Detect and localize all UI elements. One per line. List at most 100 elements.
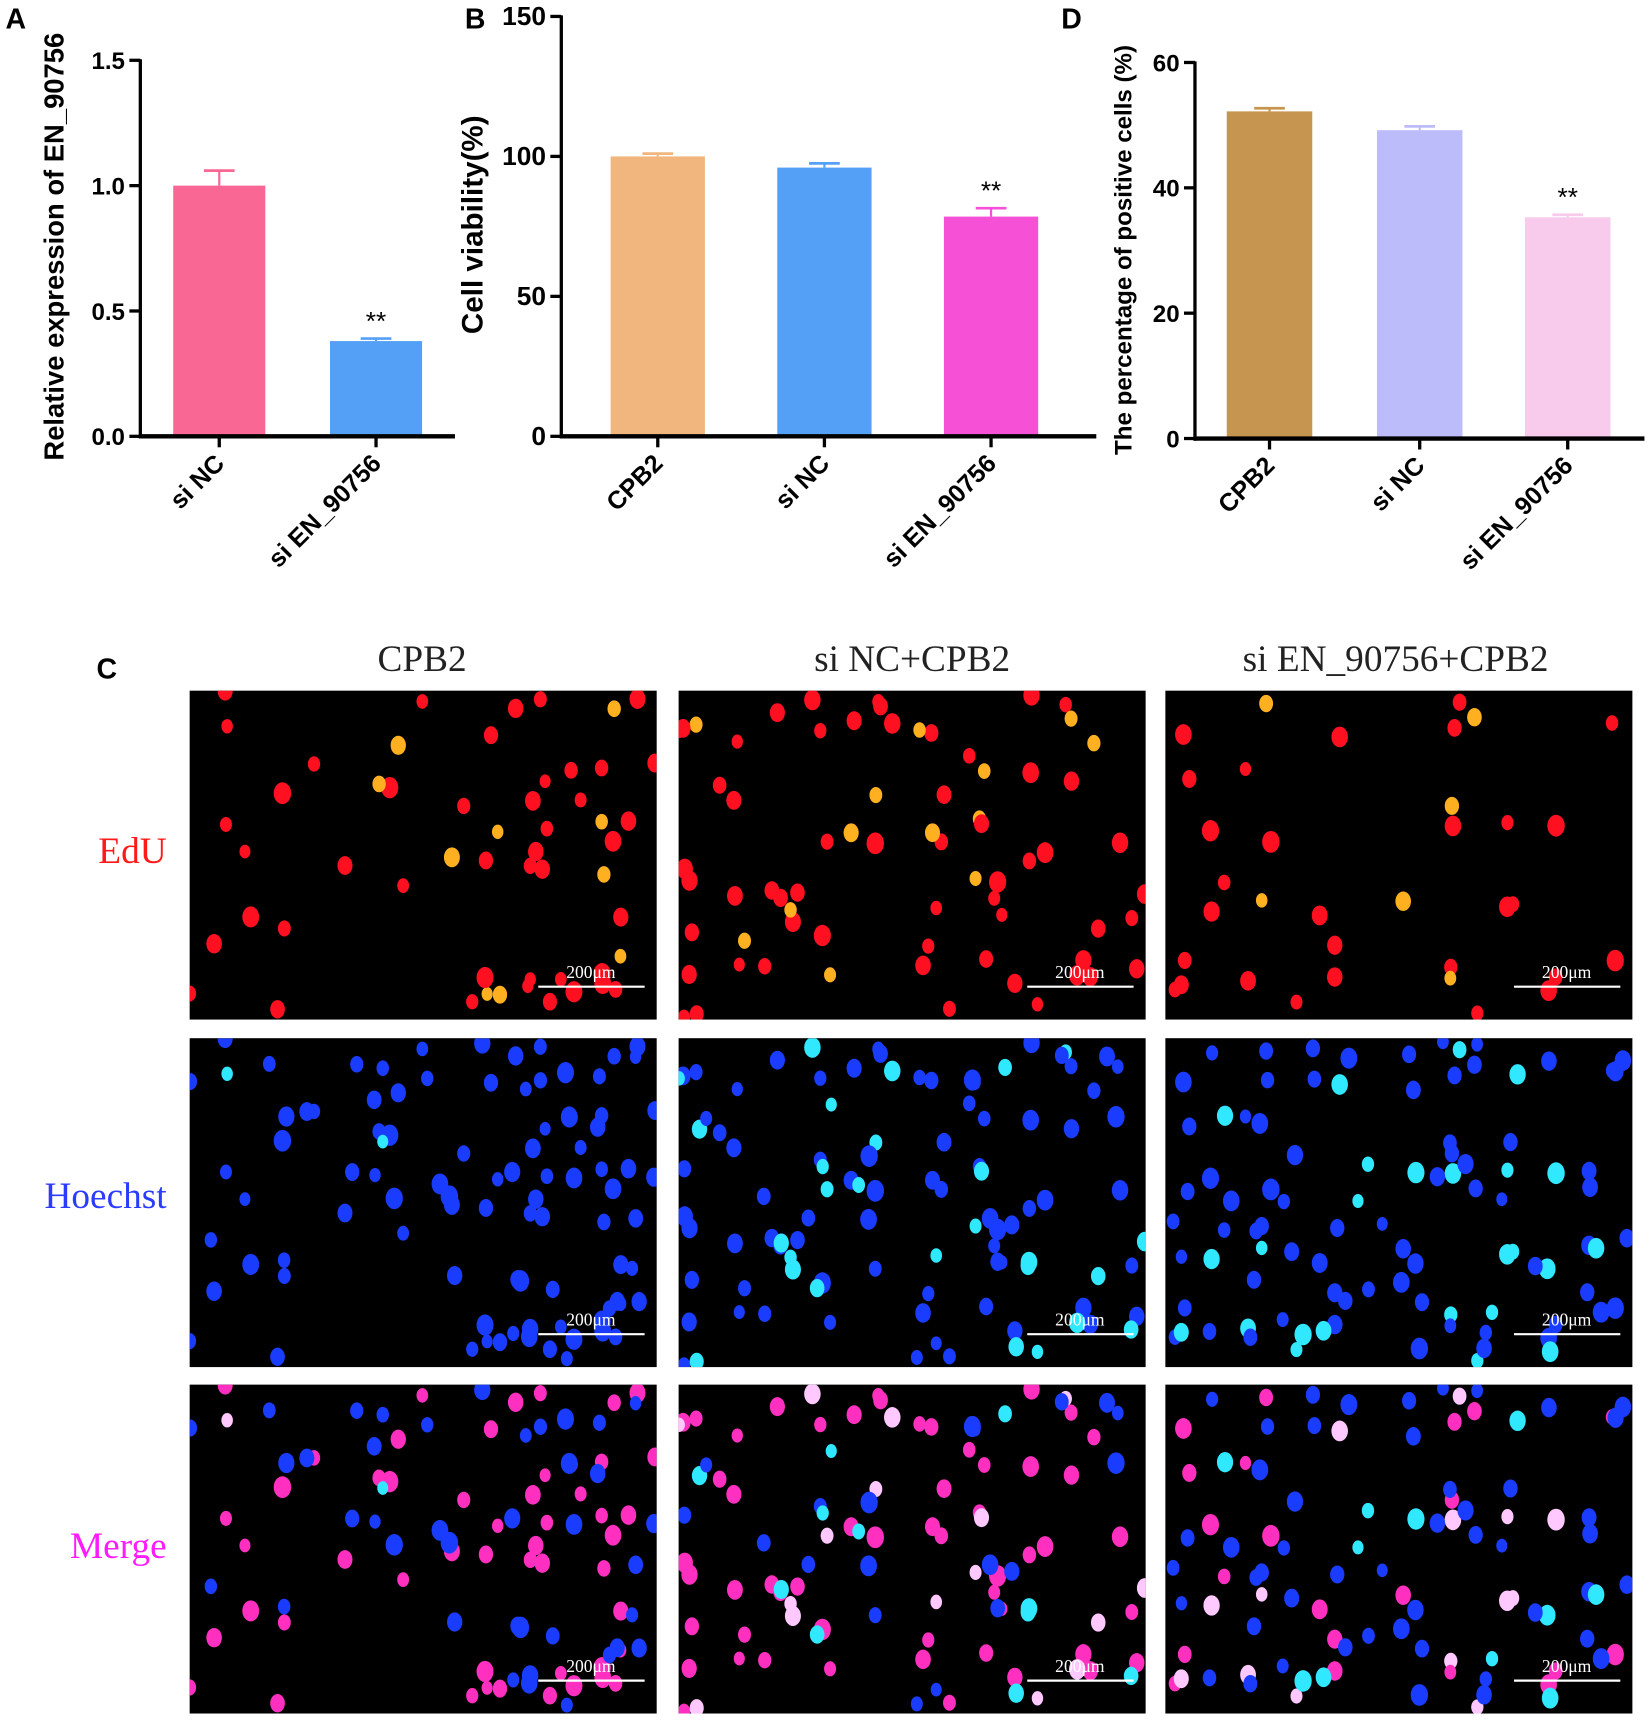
- cell-nucleus: [1429, 1167, 1446, 1187]
- cell-nucleus: [1527, 1603, 1543, 1622]
- cell-nucleus: [1087, 1082, 1101, 1099]
- cell-nucleus: [525, 791, 541, 811]
- cell-nucleus: [1467, 1055, 1482, 1074]
- cell-nucleus: [825, 1444, 837, 1459]
- cell-nucleus: [350, 1402, 364, 1419]
- cell-nucleus: [1447, 1066, 1462, 1085]
- cell-nucleus: [273, 1476, 292, 1499]
- cell-nucleus: [1251, 1459, 1269, 1481]
- cell-nucleus: [973, 1161, 990, 1181]
- cell-nucleus: [277, 920, 291, 937]
- significance-label: **: [981, 175, 1001, 205]
- cell-nucleus: [1125, 1603, 1139, 1621]
- cell-nucleus: [1175, 1249, 1188, 1264]
- cell-nucleus: [560, 1452, 578, 1474]
- cell-nucleus: [539, 1468, 551, 1483]
- y-axis-label: The percentage of positive cells (%): [1110, 45, 1137, 455]
- cell-nucleus: [1410, 1684, 1429, 1706]
- cell-nucleus: [936, 1479, 952, 1498]
- cell-nucleus: [1276, 1658, 1289, 1674]
- cell-nucleus: [731, 1082, 743, 1097]
- cell-nucleus: [608, 1674, 623, 1692]
- cell-nucleus: [1547, 1162, 1565, 1185]
- micrograph-hoechst: 200μm: [189, 1038, 657, 1368]
- cell-nucleus: [1331, 726, 1348, 748]
- cell-nucleus: [684, 1270, 700, 1289]
- cell-nucleus: [1407, 1161, 1425, 1184]
- cell-nucleus: [727, 886, 743, 906]
- cell-nucleus: [1362, 1627, 1375, 1644]
- cell-nucleus: [1023, 690, 1040, 706]
- cell-nucleus: [1007, 1667, 1023, 1687]
- cell-nucleus: [733, 957, 745, 972]
- cell-nucleus: [443, 847, 460, 868]
- cell-nucleus: [416, 694, 429, 709]
- cell-nucleus: [988, 1584, 1001, 1600]
- cell-nucleus: [866, 832, 884, 855]
- cell-nucleus: [1286, 1491, 1304, 1512]
- micrograph-edu: 200μm: [1165, 690, 1633, 1020]
- cell-nucleus: [1606, 1297, 1624, 1319]
- cell-nucleus: [1054, 1046, 1069, 1065]
- cell-nucleus: [1202, 1322, 1217, 1340]
- cell-nucleus: [492, 1679, 508, 1698]
- bar: [777, 167, 872, 437]
- cell-nucleus: [1022, 762, 1039, 783]
- cell-nucleus: [1582, 1523, 1598, 1544]
- cell-nucleus: [376, 1060, 390, 1077]
- cell-nucleus: [1007, 1321, 1023, 1341]
- cell-nucleus: [738, 1280, 752, 1297]
- cell-nucleus: [1090, 1267, 1106, 1286]
- cell-nucleus: [1527, 1256, 1543, 1276]
- cell-nucleus: [631, 1292, 647, 1312]
- micrograph-hoechst: 200μm: [1165, 1038, 1633, 1368]
- cell-nucleus: [1407, 1599, 1424, 1621]
- cell-nucleus: [376, 1406, 390, 1423]
- cell-nucleus: [1059, 696, 1072, 713]
- y-tick-label: 50: [517, 281, 546, 311]
- cell-nucleus: [820, 1527, 834, 1544]
- cell-nucleus: [1123, 1666, 1139, 1686]
- cell-nucleus: [523, 1205, 537, 1222]
- cell-nucleus: [481, 1680, 493, 1695]
- cell-nucleus: [820, 1181, 834, 1198]
- cell-nucleus: [1444, 796, 1460, 815]
- cell-nucleus: [1031, 997, 1044, 1012]
- cell-nucleus: [492, 1333, 508, 1352]
- cell-nucleus: [678, 723, 685, 739]
- cell-nucleus: [1305, 1039, 1321, 1058]
- cell-nucleus: [560, 1697, 573, 1713]
- cell-nucleus: [1468, 1525, 1483, 1544]
- cell-nucleus: [1087, 1428, 1101, 1446]
- cell-nucleus: [689, 1410, 703, 1427]
- cell-nucleus: [930, 1336, 942, 1351]
- cell-nucleus: [481, 987, 493, 1001]
- cell-nucleus: [1592, 1301, 1610, 1323]
- cell-nucleus: [446, 1265, 463, 1286]
- cell-nucleus: [726, 1138, 742, 1158]
- cell-nucleus: [1395, 1239, 1411, 1259]
- cell-nucleus: [1277, 1193, 1291, 1210]
- cell-nucleus: [483, 1420, 499, 1439]
- cell-nucleus: [981, 1207, 999, 1229]
- cell-nucleus: [545, 1627, 560, 1645]
- cell-nucleus: [597, 1213, 611, 1231]
- cell-nucleus: [813, 924, 831, 947]
- cell-nucleus: [522, 979, 534, 994]
- cell-nucleus: [565, 1513, 583, 1535]
- cell-nucleus: [1444, 958, 1458, 976]
- cell-nucleus: [731, 1428, 743, 1443]
- cell-nucleus: [534, 1207, 551, 1227]
- cell-nucleus: [884, 713, 901, 734]
- x-tick-label: si EN_90756: [1455, 451, 1579, 575]
- cell-nucleus: [1444, 1664, 1457, 1680]
- cell-nucleus: [1217, 874, 1231, 891]
- x-tick-label: CPB2: [601, 449, 668, 516]
- cell-nucleus: [1501, 815, 1514, 831]
- cell-nucleus: [337, 856, 353, 875]
- cell-nucleus: [1429, 1513, 1446, 1533]
- cell-nucleus: [1216, 1105, 1234, 1126]
- cell-nucleus: [1243, 1674, 1258, 1693]
- cell-nucleus: [270, 1347, 285, 1366]
- cell-nucleus: [689, 1064, 703, 1081]
